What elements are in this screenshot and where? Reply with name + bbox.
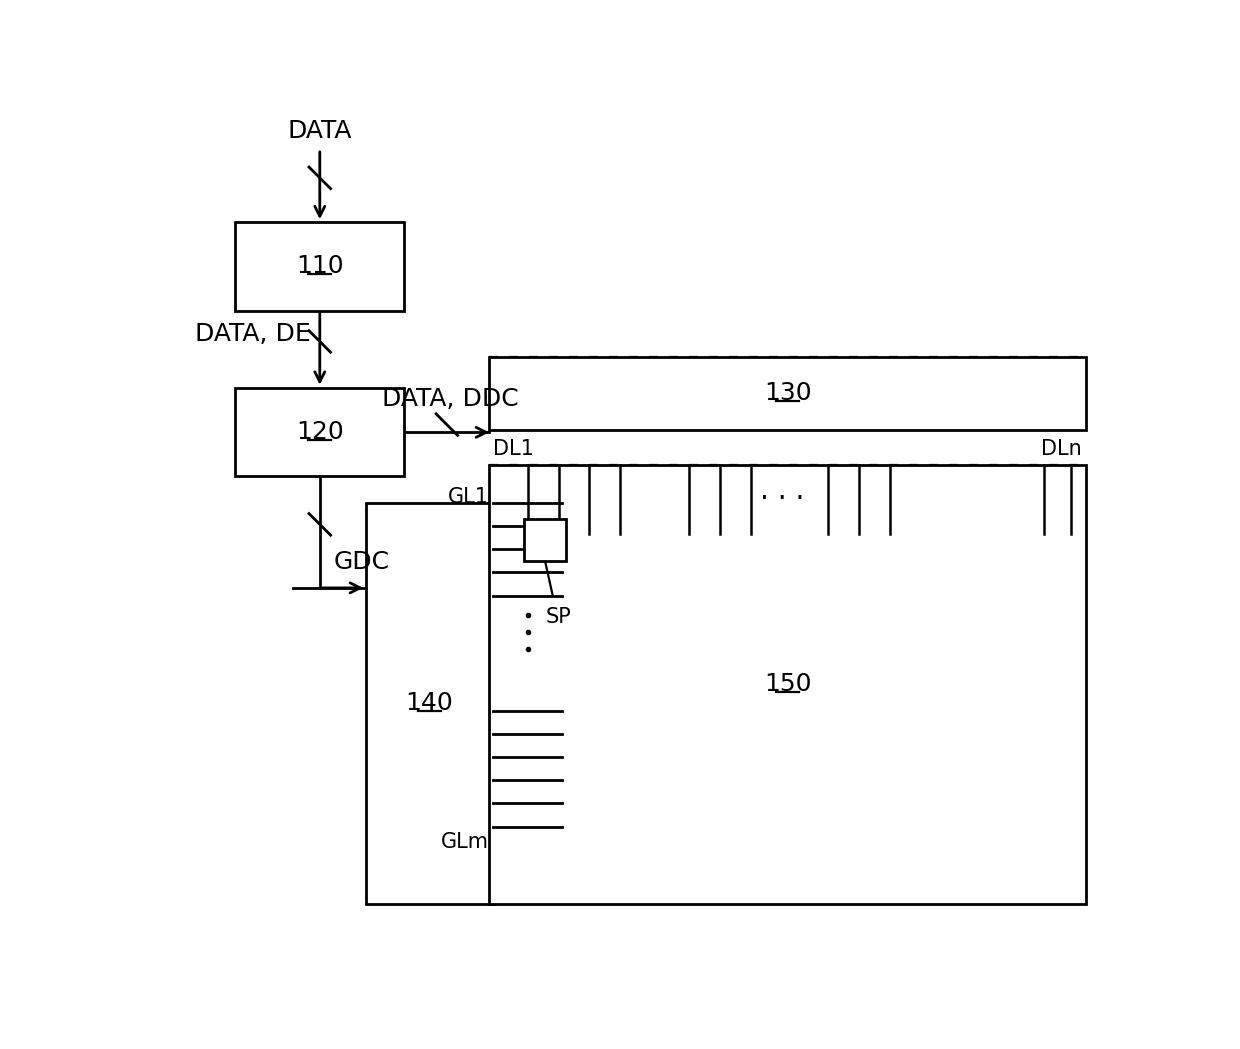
Text: · · ·: · · ·: [760, 486, 804, 513]
Bar: [490, 357, 1086, 430]
Text: 120: 120: [296, 420, 343, 444]
Text: 140: 140: [405, 691, 454, 715]
Bar: [366, 504, 494, 903]
Text: 130: 130: [764, 382, 811, 406]
Text: 150: 150: [764, 672, 811, 697]
Text: DL1: DL1: [494, 438, 534, 458]
Text: DLn: DLn: [1042, 438, 1083, 458]
Text: SP: SP: [546, 607, 572, 627]
Text: GL1: GL1: [448, 487, 490, 507]
Bar: [236, 388, 404, 476]
Text: GLm: GLm: [441, 832, 490, 852]
Bar: [490, 465, 1086, 903]
Text: DATA, DE: DATA, DE: [195, 322, 310, 346]
Text: DATA: DATA: [288, 119, 352, 143]
Text: 110: 110: [296, 255, 343, 278]
Text: DATA, DDC: DATA, DDC: [382, 387, 520, 411]
Bar: [236, 222, 404, 311]
Bar: [523, 518, 567, 561]
Text: GDC: GDC: [334, 550, 389, 574]
